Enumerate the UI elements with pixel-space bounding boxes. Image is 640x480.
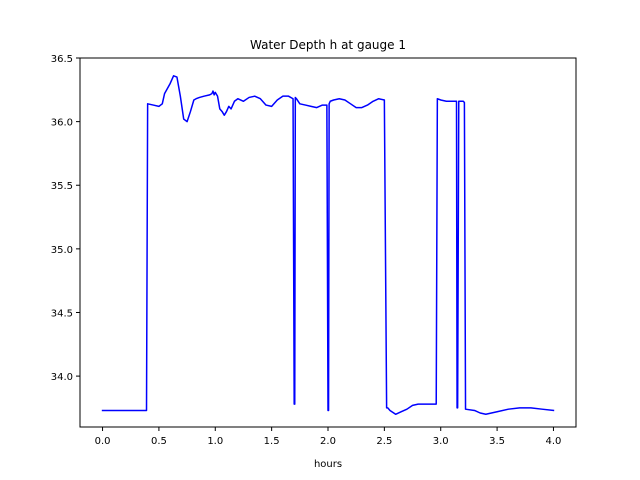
y-tick-label: 34.5 xyxy=(51,308,73,319)
x-axis-title: hours xyxy=(314,459,342,470)
y-tick-label: 35.0 xyxy=(51,245,73,256)
x-tick-label: 2.0 xyxy=(320,436,336,447)
y-tick-label: 36.5 xyxy=(51,54,73,65)
x-tick-label: 3.0 xyxy=(433,436,449,447)
y-tick-label: 36.0 xyxy=(51,118,73,129)
plot-area: 0.0 0.5 1.0 1.5 2.0 2.5 3.0 3.5 4.0 34.0 34.5 35.0 3… xyxy=(51,54,577,447)
x-tick-label: 1.0 xyxy=(207,436,223,447)
x-tick-label: 0.5 xyxy=(151,436,167,447)
x-tick-label: 0.0 xyxy=(95,436,111,447)
x-tick-label: 3.5 xyxy=(489,436,505,447)
x-tick-label: 4.0 xyxy=(546,436,562,447)
chart-title: Water Depth h at gauge 1 xyxy=(250,38,406,52)
x-tick-label: 1.5 xyxy=(264,436,280,447)
series-line-0 xyxy=(101,75,555,416)
x-tick-label: 2.5 xyxy=(376,436,392,447)
y-tick-label: 35.5 xyxy=(51,181,73,192)
y-tick-label: 34.0 xyxy=(51,372,73,383)
